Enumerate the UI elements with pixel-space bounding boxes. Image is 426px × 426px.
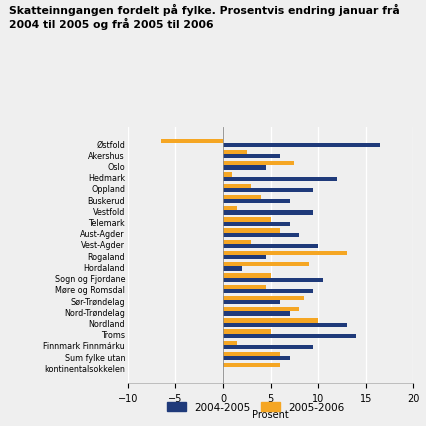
Bar bbox=[223, 177, 337, 181]
Bar bbox=[223, 296, 304, 300]
Bar bbox=[223, 155, 280, 159]
Bar bbox=[223, 267, 242, 271]
Bar bbox=[223, 311, 290, 316]
Bar bbox=[223, 196, 261, 200]
Bar bbox=[223, 218, 271, 222]
Bar bbox=[223, 207, 237, 211]
Bar bbox=[223, 363, 280, 368]
Bar bbox=[223, 200, 290, 204]
Bar bbox=[223, 240, 251, 245]
Bar bbox=[223, 300, 280, 305]
Bar bbox=[223, 285, 266, 289]
Bar bbox=[223, 173, 233, 177]
Bar bbox=[223, 251, 347, 256]
Text: Skatteinngangen fordelt på fylke. Prosentvis endring januar frå
2004 til 2005 og: Skatteinngangen fordelt på fylke. Prosen… bbox=[9, 4, 399, 30]
Bar bbox=[223, 188, 313, 193]
Bar bbox=[223, 356, 290, 360]
Bar bbox=[223, 319, 318, 323]
Bar bbox=[223, 233, 299, 237]
Bar bbox=[223, 323, 347, 327]
Bar bbox=[223, 278, 323, 282]
Bar bbox=[223, 211, 313, 215]
Bar bbox=[223, 334, 356, 338]
Bar bbox=[161, 139, 223, 144]
Bar bbox=[223, 151, 247, 155]
X-axis label: Prosent: Prosent bbox=[252, 409, 289, 419]
Bar bbox=[223, 256, 266, 260]
Bar bbox=[223, 144, 380, 148]
Bar bbox=[223, 262, 308, 267]
Legend: 2004-2005, 2005-2006: 2004-2005, 2005-2006 bbox=[163, 398, 348, 417]
Bar bbox=[223, 307, 299, 311]
Bar bbox=[223, 341, 237, 345]
Bar bbox=[223, 330, 271, 334]
Bar bbox=[223, 345, 313, 349]
Bar bbox=[223, 162, 294, 166]
Bar bbox=[223, 184, 251, 188]
Bar bbox=[223, 289, 313, 294]
Bar bbox=[223, 352, 280, 356]
Bar bbox=[223, 245, 318, 249]
Bar bbox=[223, 222, 290, 226]
Bar bbox=[223, 274, 271, 278]
Bar bbox=[223, 166, 266, 170]
Bar bbox=[223, 229, 280, 233]
